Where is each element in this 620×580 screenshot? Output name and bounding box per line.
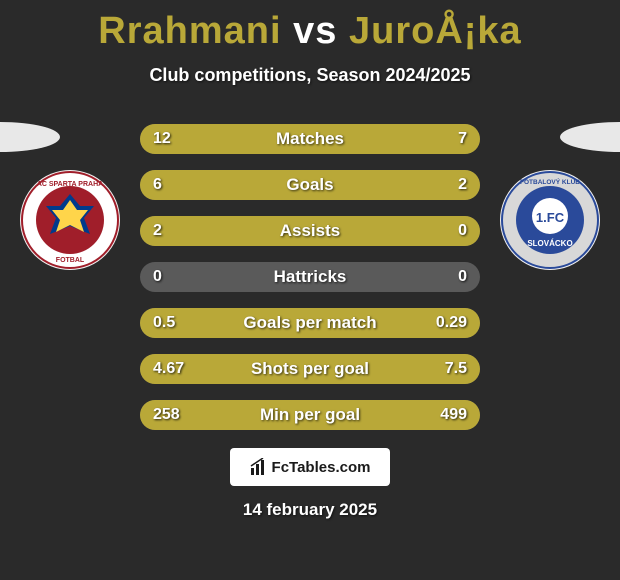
svg-text:FOTBAL: FOTBAL [56, 257, 85, 264]
stat-left-value: 2 [140, 216, 175, 246]
stat-row: Shots per goal4.677.5 [140, 354, 480, 384]
footer-date: 14 february 2025 [0, 500, 620, 520]
stat-right-value: 0 [445, 262, 480, 292]
decorative-oval-left [0, 122, 60, 152]
player1-name: Rrahmani [98, 10, 281, 52]
comparison-title: Rrahmani vs JuroÅ¡ka [0, 0, 620, 53]
subtitle: Club competitions, Season 2024/2025 [0, 65, 620, 86]
stat-right-value: 0.29 [423, 308, 480, 338]
stat-row: Matches12 7 [140, 124, 480, 154]
stat-right-value: 0 [445, 216, 480, 246]
sparta-praha-badge-icon: AC SPARTA PRAHA FOTBAL [20, 170, 120, 270]
stat-right-value: 499 [427, 400, 480, 430]
svg-text:SLOVÁCKO: SLOVÁCKO [527, 239, 572, 248]
stat-left-value: 258 [140, 400, 193, 430]
stat-row: Hattricks0 0 [140, 262, 480, 292]
bar-chart-icon [250, 458, 268, 476]
stat-right-value: 7.5 [432, 354, 480, 384]
svg-text:FOTBALOVÝ KLUB: FOTBALOVÝ KLUB [520, 177, 580, 186]
stat-row: Min per goal258499 [140, 400, 480, 430]
team-badge-right: 1.FC SLOVÁCKO FOTBALOVÝ KLUB [500, 170, 600, 270]
team-badge-left: AC SPARTA PRAHA FOTBAL [20, 170, 120, 270]
decorative-oval-right [560, 122, 620, 152]
svg-text:AC SPARTA PRAHA: AC SPARTA PRAHA [37, 181, 103, 188]
stat-row: Goals per match0.50.29 [140, 308, 480, 338]
stat-label: Goals [140, 170, 480, 200]
stat-left-value: 12 [140, 124, 184, 154]
stats-container: Matches127Goals62Assists20Hattricks00Goa… [140, 124, 480, 446]
stat-row: Goals6 2 [140, 170, 480, 200]
stat-left-value: 4.67 [140, 354, 197, 384]
vs-text: vs [293, 10, 337, 52]
stat-right-value: 7 [445, 124, 480, 154]
stat-label: Hattricks [140, 262, 480, 292]
stat-label: Assists [140, 216, 480, 246]
stat-left-value: 0 [140, 262, 175, 292]
stat-label: Matches [140, 124, 480, 154]
stat-left-value: 6 [140, 170, 175, 200]
stat-row: Assists2 0 [140, 216, 480, 246]
player2-name: JuroÅ¡ka [349, 10, 522, 52]
fctables-text: FcTables.com [272, 459, 371, 476]
slovacko-badge-icon: 1.FC SLOVÁCKO FOTBALOVÝ KLUB [500, 170, 600, 270]
stat-right-value: 2 [445, 170, 480, 200]
svg-text:1.FC: 1.FC [536, 210, 565, 225]
stat-left-value: 0.5 [140, 308, 188, 338]
fctables-logo: FcTables.com [230, 448, 390, 486]
